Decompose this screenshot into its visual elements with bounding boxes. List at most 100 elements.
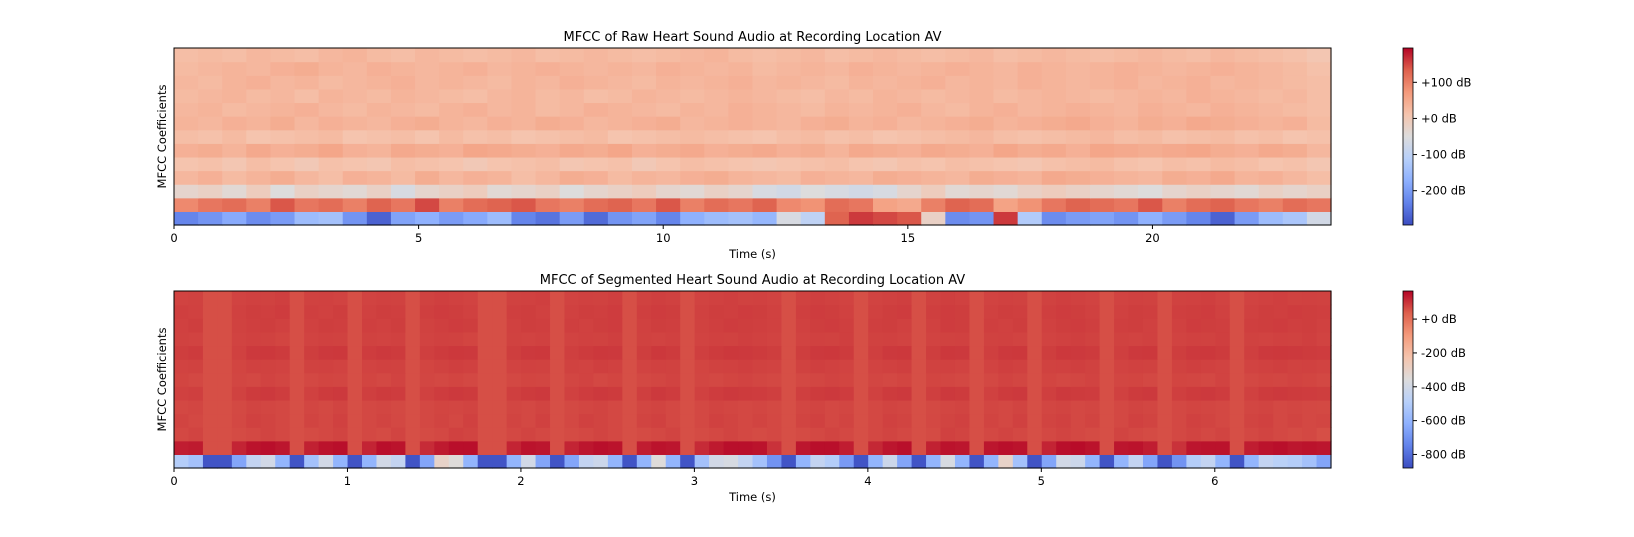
heatmap-cell <box>776 88 802 104</box>
heatmap-cell <box>270 197 296 212</box>
heatmap-cell <box>1041 129 1067 144</box>
heatmap-cell <box>897 386 913 401</box>
heatmap-cell <box>405 318 421 333</box>
heatmap-cell <box>1316 454 1332 469</box>
heatmap-cell <box>1114 399 1130 415</box>
heatmap-cell <box>1302 427 1318 442</box>
heatmap-cell <box>1258 372 1274 387</box>
heatmap-cell <box>704 61 729 76</box>
heatmap-cell <box>463 454 479 469</box>
heatmap-cell <box>1017 170 1043 185</box>
heatmap-cell <box>1282 170 1308 185</box>
heatmap-cell <box>954 440 971 455</box>
heatmap-cell <box>390 143 416 158</box>
heatmap-cell <box>993 211 1019 226</box>
heatmap-cell <box>631 75 657 90</box>
heatmap-cell <box>289 413 305 428</box>
heatmap-cell <box>752 211 778 226</box>
heatmap-cell <box>1302 440 1318 455</box>
heatmap-cell <box>680 75 705 90</box>
heatmap-cell <box>260 345 276 360</box>
heatmap-cell <box>593 372 609 387</box>
heatmap-cell <box>174 129 199 144</box>
heatmap-cell <box>752 61 778 76</box>
heatmap-cell <box>246 413 262 428</box>
heatmap-cell <box>376 386 392 401</box>
heatmap-cell <box>439 75 464 90</box>
heatmap-cell <box>631 116 657 131</box>
heatmap-cell <box>289 291 305 306</box>
heatmap-cell <box>217 413 233 428</box>
heatmap-cell <box>390 331 406 347</box>
heatmap-cell <box>1138 184 1163 199</box>
heatmap-cell <box>665 454 681 469</box>
heatmap-cell <box>680 170 705 185</box>
heatmap-cell <box>347 386 363 401</box>
heatmap-cell <box>1070 291 1086 306</box>
heatmap-cell <box>270 116 296 131</box>
heatmap-cell <box>926 372 942 387</box>
heatmap-cell <box>1316 304 1332 319</box>
heatmap-cell <box>198 88 223 104</box>
heatmap-cell <box>781 413 797 428</box>
heatmap-cell <box>1234 129 1260 144</box>
heatmap-cell <box>1017 48 1043 63</box>
heatmap-cell <box>202 345 218 360</box>
heatmap-cell <box>188 304 204 319</box>
x-tick-label: 20 <box>1145 231 1160 245</box>
heatmap-cell <box>231 413 247 428</box>
heatmap-cell <box>1244 359 1260 374</box>
heatmap-cell <box>781 372 797 387</box>
heatmap-cell <box>578 440 595 455</box>
heatmap-cell <box>246 440 262 455</box>
heatmap-cell <box>521 413 537 428</box>
heatmap-cell <box>921 170 946 185</box>
heatmap-cell <box>848 184 874 199</box>
heatmap-cell <box>868 304 884 319</box>
heatmap-cell <box>231 454 247 469</box>
heatmap-cell <box>665 427 681 442</box>
heatmap-cell <box>738 291 754 306</box>
heatmap-cell <box>1142 454 1159 469</box>
heatmap-cell <box>174 345 190 360</box>
heatmap-cell <box>304 304 320 319</box>
heatmap-cell <box>202 413 218 428</box>
heatmap-cell <box>564 331 580 347</box>
heatmap-cell <box>492 372 508 387</box>
heatmap-cell <box>511 48 537 63</box>
heatmap-cell <box>1056 399 1072 415</box>
heatmap-cell <box>824 88 850 104</box>
heatmap-cell <box>1085 399 1101 415</box>
heatmap-cell <box>246 61 272 76</box>
heatmap-cell <box>1089 211 1115 226</box>
heatmap-cell <box>550 359 566 374</box>
x-tick-label: 1 <box>344 474 351 488</box>
heatmap-cell <box>405 399 421 415</box>
heatmap-cell <box>246 399 262 415</box>
heatmap-cell <box>1070 427 1086 442</box>
heatmap-cell <box>174 359 190 374</box>
heatmap-cell <box>607 48 633 63</box>
heatmap-cell <box>535 156 561 172</box>
heatmap-cell <box>1316 359 1332 374</box>
heatmap-cell <box>578 318 595 333</box>
heatmap-cell <box>511 75 537 90</box>
heatmap-cell <box>824 304 840 319</box>
heatmap-cell <box>824 318 840 333</box>
heatmap-cell <box>781 359 797 374</box>
heatmap-cell <box>1128 440 1144 455</box>
heatmap-cell <box>550 345 566 360</box>
heatmap-cell <box>405 345 421 360</box>
heatmap-cell <box>607 116 633 131</box>
heatmap-cell <box>559 61 585 76</box>
heatmap-cell <box>665 291 681 306</box>
heatmap-cell <box>752 156 778 172</box>
heatmap-cell <box>492 454 508 469</box>
heatmap-cell <box>550 399 566 415</box>
heatmap-cell <box>1041 427 1057 442</box>
heatmap-cell <box>304 345 320 360</box>
heatmap-cell <box>1114 345 1130 360</box>
heatmap-cell <box>550 291 566 306</box>
heatmap-cell <box>704 48 729 63</box>
heatmap-cell <box>270 143 296 158</box>
